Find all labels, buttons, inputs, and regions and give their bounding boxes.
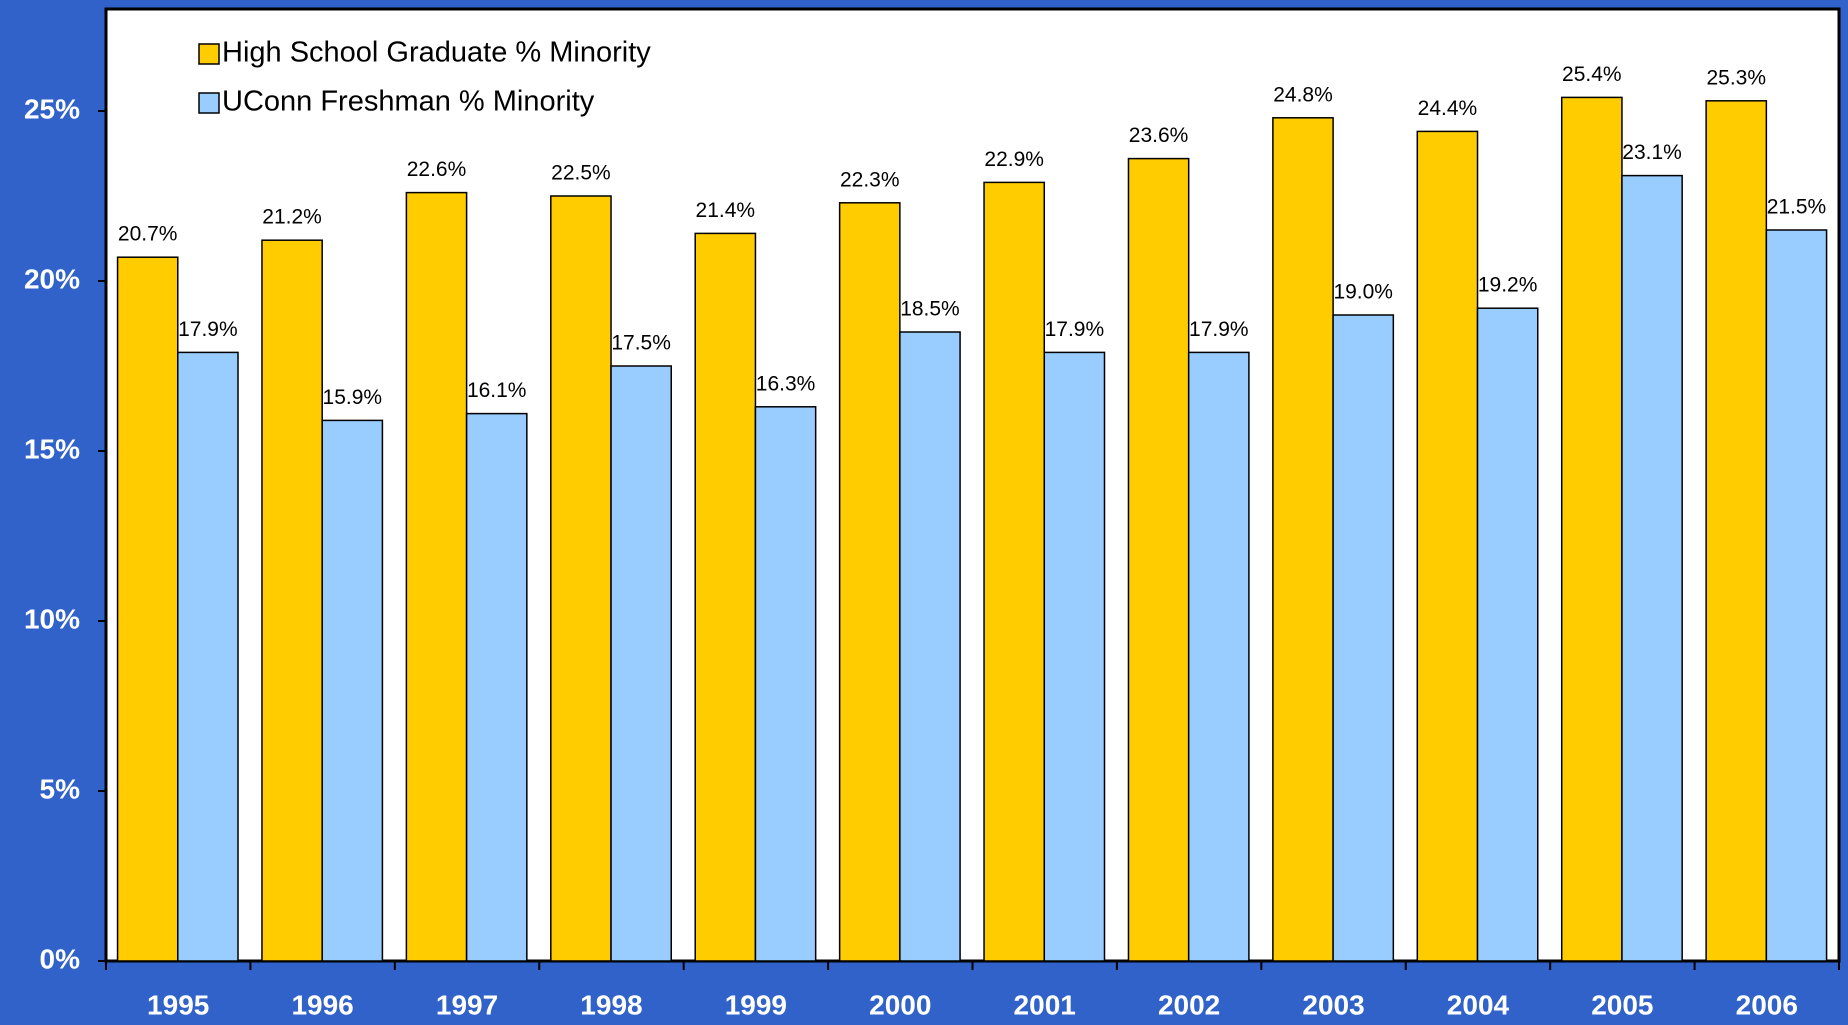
x-tick-label: 2004 xyxy=(1447,989,1510,1020)
bar xyxy=(1043,351,1106,962)
data-label: 22.3% xyxy=(840,168,900,191)
bar xyxy=(1476,307,1539,962)
x-tick-label: 1999 xyxy=(725,989,787,1020)
bar xyxy=(405,191,468,962)
legend-label: High School Graduate % Minority xyxy=(222,37,651,69)
data-label: 16.1% xyxy=(467,379,527,402)
bar xyxy=(1272,117,1334,962)
plot-area xyxy=(104,7,1841,963)
x-tick-label: 1997 xyxy=(436,989,498,1020)
legend-swatch xyxy=(198,92,220,114)
bar xyxy=(1127,157,1190,962)
data-label: 23.1% xyxy=(1622,141,1682,164)
data-label: 21.4% xyxy=(696,199,756,222)
x-tick-label: 2001 xyxy=(1014,989,1076,1020)
data-label: 22.5% xyxy=(551,162,611,185)
x-tick-label: 2005 xyxy=(1591,989,1653,1020)
y-tick-label: 15% xyxy=(24,433,80,464)
data-label: 22.9% xyxy=(984,148,1044,171)
bar xyxy=(1705,100,1768,962)
bar xyxy=(177,351,239,962)
bar xyxy=(550,195,612,962)
data-label: 17.9% xyxy=(178,318,238,341)
legend-swatch xyxy=(198,43,220,65)
data-label: 17.9% xyxy=(1045,318,1105,341)
x-tick-label: 2003 xyxy=(1302,989,1364,1020)
x-tick-label: 1998 xyxy=(580,989,642,1020)
y-tick-label: 5% xyxy=(40,773,81,804)
data-label: 20.7% xyxy=(118,223,178,246)
bar xyxy=(116,256,179,962)
y-tick-label: 25% xyxy=(24,93,80,124)
bar xyxy=(1187,351,1250,962)
x-tick-label: 2006 xyxy=(1736,989,1798,1020)
x-tick-label: 1995 xyxy=(147,989,209,1020)
data-label: 19.0% xyxy=(1333,281,1393,304)
x-tick-label: 2000 xyxy=(869,989,931,1020)
bar xyxy=(1621,174,1683,962)
data-label: 23.6% xyxy=(1129,124,1189,147)
data-label: 17.9% xyxy=(1189,318,1249,341)
bar xyxy=(899,331,961,962)
bar xyxy=(1332,314,1395,962)
data-label: 25.3% xyxy=(1706,66,1766,89)
bar xyxy=(321,419,384,962)
data-label: 24.4% xyxy=(1418,97,1478,120)
bar xyxy=(1416,130,1479,962)
bar xyxy=(694,232,757,962)
data-label: 17.5% xyxy=(611,332,671,355)
data-label: 21.5% xyxy=(1767,196,1827,219)
y-tick-label: 0% xyxy=(40,943,81,974)
bar xyxy=(610,365,672,962)
bar xyxy=(1765,229,1828,962)
data-label: 22.6% xyxy=(407,158,467,181)
data-label: 21.2% xyxy=(262,206,322,229)
data-label: 15.9% xyxy=(323,386,383,409)
data-label: 19.2% xyxy=(1478,274,1538,297)
bar xyxy=(754,406,817,962)
data-label: 16.3% xyxy=(756,372,816,395)
y-tick-label: 10% xyxy=(24,603,80,634)
bar xyxy=(465,412,528,962)
bar xyxy=(261,239,323,962)
x-tick-label: 1996 xyxy=(291,989,353,1020)
bar xyxy=(1560,96,1623,962)
y-tick-label: 20% xyxy=(24,263,80,294)
data-label: 18.5% xyxy=(900,298,960,321)
legend-label: UConn Freshman % Minority xyxy=(222,86,595,118)
data-label: 25.4% xyxy=(1562,63,1622,86)
data-label: 24.8% xyxy=(1273,83,1333,106)
bar xyxy=(983,181,1046,962)
x-tick-label: 2002 xyxy=(1158,989,1220,1020)
bar xyxy=(838,202,901,962)
